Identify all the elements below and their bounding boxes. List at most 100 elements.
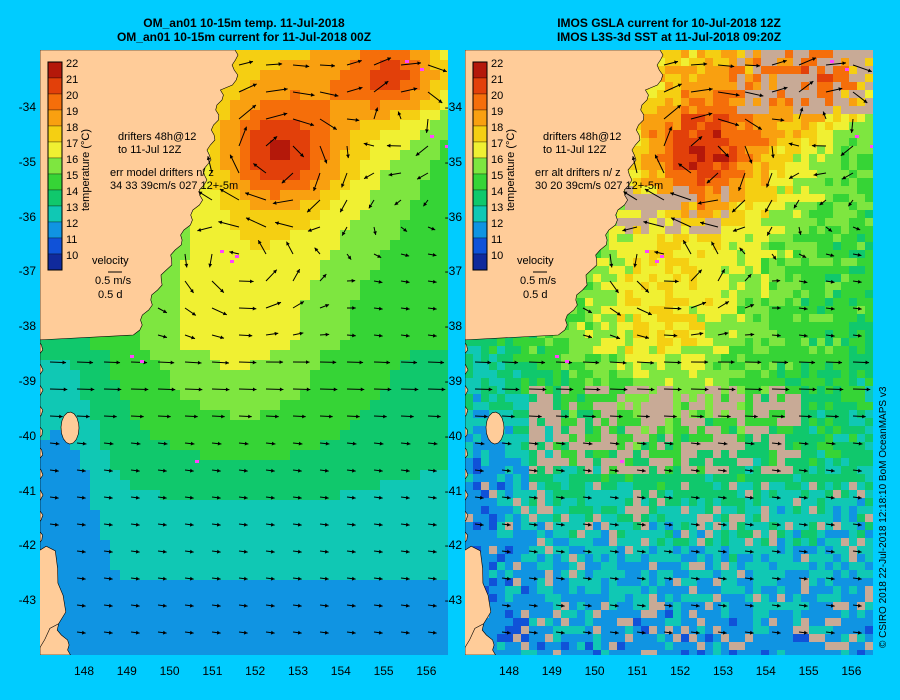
field-cell bbox=[360, 520, 370, 530]
field-cell bbox=[633, 362, 641, 370]
field-cell bbox=[140, 400, 150, 410]
field-cell bbox=[440, 460, 448, 470]
current-arrow bbox=[427, 576, 437, 581]
current-arrow bbox=[292, 414, 306, 419]
field-cell bbox=[729, 58, 737, 66]
current-arrow bbox=[388, 172, 402, 177]
field-cell bbox=[80, 460, 90, 470]
field-cell bbox=[350, 620, 360, 630]
field-cell bbox=[753, 322, 761, 330]
field-cell bbox=[310, 190, 320, 200]
field-cell bbox=[350, 180, 360, 190]
field-cell bbox=[841, 74, 849, 82]
current-arrow bbox=[400, 522, 410, 527]
field-cell bbox=[745, 234, 753, 242]
field-cell bbox=[440, 240, 448, 250]
field-cell bbox=[697, 114, 705, 122]
field-cell bbox=[761, 202, 769, 210]
field-cell bbox=[400, 290, 410, 300]
field-cell bbox=[70, 620, 80, 630]
field-cell bbox=[130, 480, 140, 490]
field-cell bbox=[310, 180, 320, 190]
field-cell bbox=[729, 258, 737, 266]
field-cell bbox=[180, 430, 190, 440]
field-cell bbox=[705, 218, 713, 226]
field-cell bbox=[410, 420, 420, 430]
field-cell bbox=[721, 66, 729, 74]
field-cell bbox=[641, 386, 649, 394]
field-cell bbox=[801, 82, 809, 90]
field-cell bbox=[713, 50, 721, 58]
right-title-line1: IMOS GSLA current for 10-Jul-2018 12Z bbox=[557, 16, 781, 30]
field-cell bbox=[841, 250, 849, 258]
current-arrow bbox=[245, 192, 267, 201]
field-cell bbox=[380, 460, 390, 470]
field-cell bbox=[200, 580, 210, 590]
field-cell bbox=[793, 378, 801, 386]
current-arrow bbox=[265, 269, 278, 282]
field-cell bbox=[769, 242, 777, 250]
field-cell bbox=[641, 146, 649, 154]
field-cell bbox=[350, 580, 360, 590]
field-cell bbox=[210, 240, 220, 250]
field-cell bbox=[260, 370, 270, 380]
field-cell bbox=[130, 330, 140, 340]
field-cell bbox=[320, 210, 330, 220]
field-cell bbox=[761, 130, 769, 138]
field-cell bbox=[713, 266, 721, 274]
field-cell bbox=[90, 410, 100, 420]
field-cell bbox=[130, 540, 140, 550]
field-cell bbox=[465, 370, 473, 378]
field-cell bbox=[100, 420, 110, 430]
field-cell bbox=[649, 202, 657, 210]
field-cell bbox=[841, 202, 849, 210]
field-cell bbox=[270, 480, 280, 490]
field-cell bbox=[390, 400, 400, 410]
field-cell bbox=[440, 260, 448, 270]
field-cell bbox=[400, 450, 410, 460]
field-cell bbox=[440, 530, 448, 540]
field-cell bbox=[577, 386, 585, 394]
field-cell bbox=[593, 274, 601, 282]
field-cell bbox=[310, 460, 320, 470]
field-cell bbox=[140, 560, 150, 570]
field-cell bbox=[649, 330, 657, 338]
field-cell bbox=[769, 50, 777, 58]
current-arrow bbox=[103, 468, 113, 473]
field-cell bbox=[849, 98, 857, 106]
current-arrow bbox=[422, 199, 429, 207]
field-cell bbox=[330, 380, 340, 390]
field-cell bbox=[745, 114, 753, 122]
field-cell bbox=[300, 240, 310, 250]
field-cell bbox=[260, 260, 270, 270]
field-cell bbox=[410, 70, 420, 80]
field-cell bbox=[785, 370, 793, 378]
field-cell bbox=[440, 60, 448, 70]
field-cell bbox=[849, 58, 857, 66]
field-cell bbox=[150, 450, 160, 460]
field-cell bbox=[665, 170, 673, 178]
field-cell bbox=[705, 362, 713, 370]
field-cell bbox=[420, 650, 430, 655]
field-cell bbox=[140, 440, 150, 450]
field-cell bbox=[260, 590, 270, 600]
field-cell bbox=[420, 610, 430, 620]
field-cell bbox=[70, 480, 80, 490]
field-cell bbox=[280, 310, 290, 320]
field-cell bbox=[689, 378, 697, 386]
field-cell bbox=[320, 280, 330, 290]
field-cell bbox=[370, 300, 380, 310]
field-cell bbox=[160, 550, 170, 560]
field-cell bbox=[609, 258, 617, 266]
field-cell bbox=[761, 218, 769, 226]
field-cell bbox=[737, 362, 745, 370]
field-cell bbox=[40, 530, 50, 540]
field-cell bbox=[705, 274, 713, 282]
field-cell bbox=[250, 400, 260, 410]
field-cell bbox=[100, 510, 110, 520]
field-cell bbox=[250, 460, 260, 470]
field-cell bbox=[440, 340, 448, 350]
field-cell bbox=[260, 220, 270, 230]
field-cell bbox=[220, 450, 230, 460]
field-cell bbox=[809, 354, 817, 362]
